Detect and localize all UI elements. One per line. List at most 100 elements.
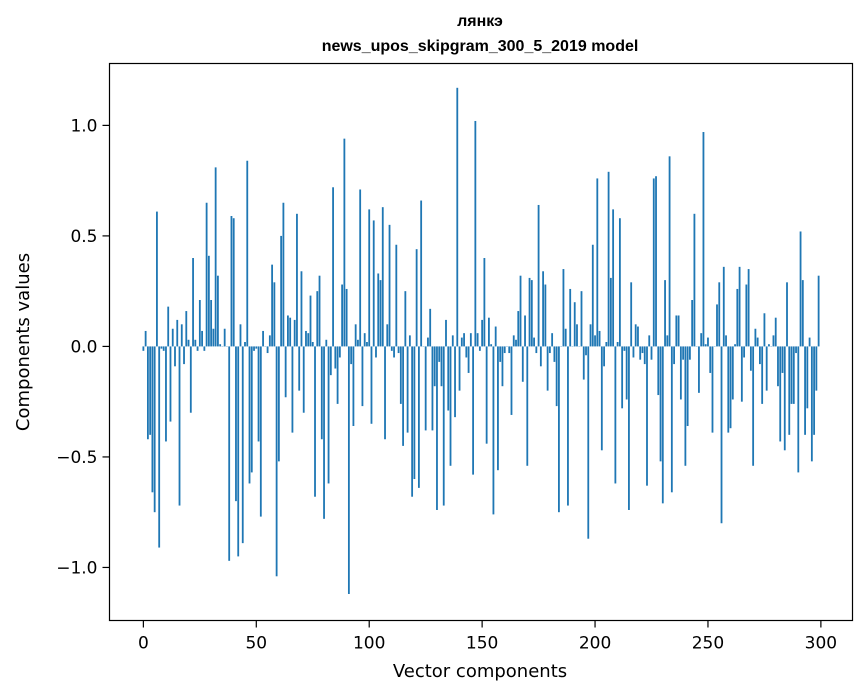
x-axis-ticks: 0 50 100 150 200 250 300 (138, 620, 837, 654)
bar-component-46 (246, 160, 249, 347)
bar-component-299 (817, 275, 820, 347)
bar-component-296 (810, 346, 813, 462)
bar-component-98 (363, 333, 366, 347)
y-tick-label: 0.0 (70, 337, 97, 357)
bar-component-142 (463, 333, 465, 347)
bar-component-225 (650, 346, 653, 360)
bar-component-19 (185, 311, 188, 347)
bar-component-27 (203, 346, 206, 351)
bar-component-286 (788, 346, 791, 435)
bar-component-189 (569, 288, 572, 347)
bar-component-243 (691, 300, 694, 347)
bar-component-203 (600, 346, 603, 451)
bar-component-20 (187, 339, 190, 347)
bar-component-29 (207, 255, 210, 347)
bar-component-153 (488, 317, 490, 347)
bar-component-117 (406, 346, 409, 433)
x-tick-label: 200 (579, 634, 611, 654)
bar-component-261 (731, 346, 734, 400)
x-tick-label: 250 (692, 634, 724, 654)
bar-component-293 (804, 346, 806, 435)
bar-component-166 (517, 311, 520, 347)
bar-component-188 (567, 346, 569, 506)
bar-component-47 (248, 346, 251, 484)
bar-component-262 (734, 344, 736, 347)
bar-component-5 (153, 346, 156, 513)
bar-component-144 (467, 346, 470, 373)
bar-component-13 (171, 328, 174, 347)
bar-component-99 (366, 342, 368, 347)
bar-component-128 (431, 346, 434, 431)
bar-component-211 (618, 218, 621, 347)
bar-component-91 (347, 346, 350, 594)
bar-component-294 (806, 346, 809, 409)
bar-component-110 (390, 346, 393, 351)
chart-title: лянкэ (457, 13, 503, 30)
bar-component-77 (316, 291, 319, 347)
bar-component-179 (546, 346, 549, 391)
bar-component-165 (515, 339, 517, 347)
bar-component-196 (585, 346, 587, 356)
bar-component-178 (544, 284, 547, 347)
bar-component-285 (786, 282, 788, 347)
bar-component-242 (688, 346, 691, 360)
bar-component-67 (293, 319, 296, 347)
bar-component-57 (271, 264, 274, 347)
bar-component-31 (212, 328, 215, 347)
x-tick-label: 100 (353, 634, 385, 654)
bar-component-252 (711, 346, 714, 433)
bar-component-7 (158, 346, 161, 548)
bar-component-181 (551, 333, 554, 347)
bar-component-106 (381, 207, 384, 347)
y-tick-label: −0.5 (56, 448, 97, 468)
bar-component-269 (749, 346, 752, 371)
bar-component-17 (180, 324, 183, 347)
bar-component-87 (338, 346, 341, 358)
bar-component-187 (564, 328, 567, 347)
y-axis-label: Components values (13, 253, 34, 431)
bar-component-219 (637, 326, 639, 347)
bar-component-51 (257, 346, 260, 442)
bar-component-273 (759, 346, 761, 365)
bar-component-131 (438, 346, 441, 362)
bar-component-119 (411, 346, 414, 497)
bar-component-28 (205, 202, 208, 347)
bar-component-140 (458, 346, 461, 391)
bar-component-148 (476, 333, 479, 347)
bar-component-86 (336, 346, 339, 404)
bar-component-230 (661, 346, 664, 504)
bar-component-173 (533, 337, 535, 347)
bar-component-104 (377, 273, 380, 347)
bar-component-63 (284, 346, 287, 398)
bar-component-111 (393, 346, 395, 358)
bar-component-175 (537, 204, 540, 347)
bar-component-120 (413, 346, 416, 480)
bar-component-200 (594, 335, 596, 347)
bar-component-222 (643, 346, 646, 365)
bar-component-93 (352, 346, 355, 426)
bar-component-89 (343, 138, 346, 347)
bar-component-145 (469, 333, 472, 347)
bar-component-250 (707, 337, 709, 347)
bar-component-64 (287, 315, 289, 347)
bar-component-234 (670, 346, 673, 493)
bar-component-80 (323, 346, 325, 519)
bar-component-169 (524, 315, 526, 347)
bar-component-94 (354, 324, 357, 347)
bar-component-71 (302, 346, 305, 413)
bar-component-72 (305, 330, 307, 347)
bar-component-270 (752, 346, 755, 466)
bar-component-4 (151, 346, 154, 493)
bar-component-284 (783, 346, 786, 451)
bar-component-224 (648, 335, 651, 347)
bar-component-291 (799, 231, 802, 347)
bar-component-134 (445, 319, 447, 347)
bar-component-159 (501, 346, 504, 387)
bar-component-295 (808, 337, 811, 347)
bar-component-251 (709, 346, 712, 373)
bar-component-8 (160, 346, 163, 349)
bar-component-97 (361, 346, 364, 407)
bar-component-281 (777, 346, 779, 387)
bar-component-136 (449, 346, 452, 466)
